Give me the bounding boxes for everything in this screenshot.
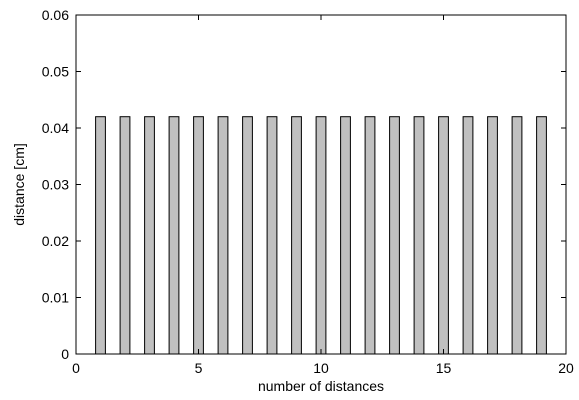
y-tick-label: 0.06: [42, 7, 69, 23]
y-axis-title: distance [cm]: [11, 143, 27, 225]
bar-7: [242, 116, 253, 355]
bar-11: [340, 116, 351, 355]
y-tick-label: 0.05: [42, 64, 69, 80]
y-tick-label: 0.03: [42, 177, 69, 193]
bar-1: [95, 116, 106, 355]
bar-3: [144, 116, 155, 355]
bar-5: [193, 116, 204, 355]
x-tick-label: 15: [436, 360, 452, 376]
x-tick-label: 5: [195, 360, 203, 376]
x-axis-title: number of distances: [258, 378, 384, 394]
bar-15: [438, 116, 449, 355]
y-tick-label: 0: [61, 346, 69, 362]
x-tick-label: 0: [72, 360, 80, 376]
x-tick-label: 10: [313, 360, 329, 376]
bar-8: [266, 116, 278, 355]
bar-12: [364, 116, 376, 355]
bar-14: [413, 116, 425, 355]
bar-10: [315, 116, 327, 355]
y-tick-label: 0.04: [42, 120, 69, 136]
bar-13: [389, 116, 400, 355]
bar-18: [511, 116, 523, 355]
ticks-group: 0 5 10 15 20 0 0.01 0.02 0.03 0.04 0.05 0.06: [42, 7, 574, 376]
bar-6: [217, 116, 229, 355]
y-tick-label: 0.01: [42, 290, 69, 306]
bar-19: [536, 116, 547, 355]
y-tick-label: 0.02: [42, 233, 69, 249]
bar-2: [119, 116, 131, 355]
bar-4: [168, 116, 180, 355]
x-tick-label: 20: [558, 360, 574, 376]
bar-9: [291, 116, 302, 355]
bar-17: [487, 116, 498, 355]
bar-16: [462, 116, 474, 355]
